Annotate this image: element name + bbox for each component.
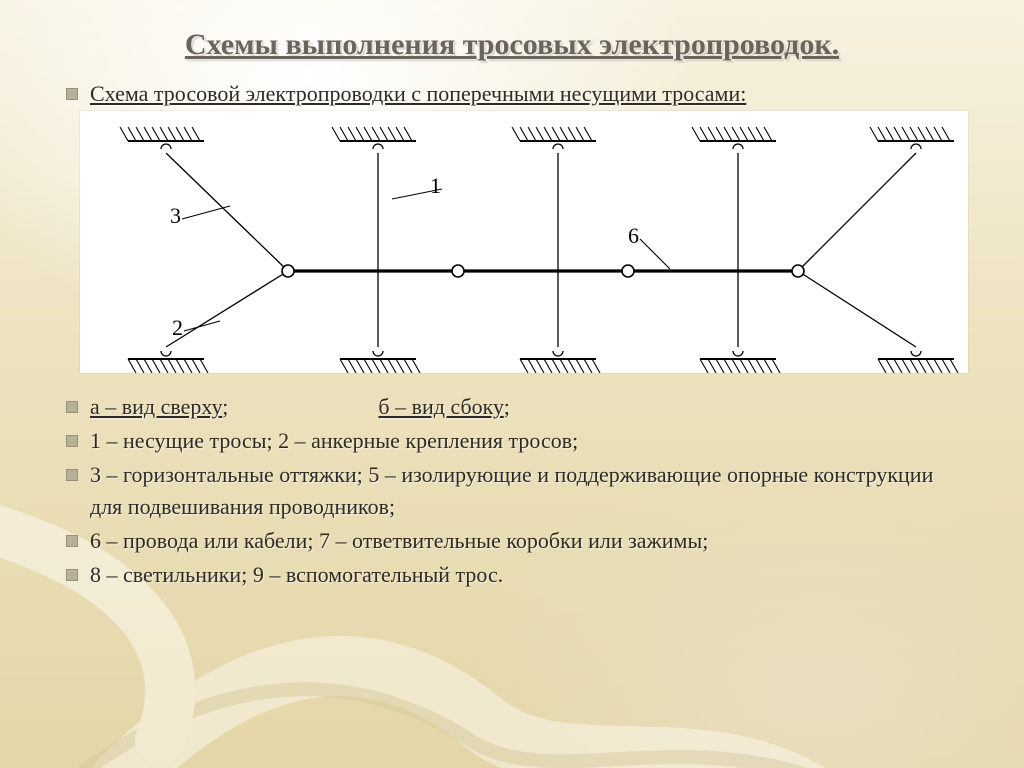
leg-1: 1 – несущие тросы; — [90, 428, 278, 453]
svg-text:2: 2 — [172, 315, 183, 340]
leg-2: 2 – анкерные крепления тросов; — [278, 428, 578, 453]
list-item-6-7: 6 – провода или кабели; 7 – ответвительн… — [66, 525, 970, 557]
bullet-list: Схема тросовой электропроводки с попереч… — [54, 78, 970, 110]
svg-text:1: 1 — [430, 173, 441, 198]
leg-6: 6 – провода или кабели; — [90, 528, 319, 553]
leg-8: 8 – светильники; — [90, 562, 253, 587]
leg-7: 7 – ответвительные коробки или зажимы; — [319, 528, 708, 553]
legend-list: а – вид сверху;б – вид сбоку; 1 – несущи… — [54, 391, 970, 590]
list-item-1-2: 1 – несущие тросы; 2 – анкерные креплени… — [66, 425, 970, 457]
list-item-views: а – вид сверху;б – вид сбоку; — [66, 391, 970, 423]
list-item-8-9: 8 – светильники; 9 – вспомогательный тро… — [66, 559, 970, 591]
list-item-intro: Схема тросовой электропроводки с попереч… — [66, 78, 970, 110]
leg-3: 3 – горизонтальные оттяжки; — [90, 462, 368, 487]
view-b: б – вид сбоку — [378, 394, 503, 419]
sep: ; — [222, 394, 228, 419]
cable-scheme-diagram: 3 1 6 2 — [80, 111, 968, 373]
sep2: ; — [504, 394, 510, 419]
svg-text:3: 3 — [170, 203, 181, 228]
view-a: а – вид сверху — [90, 394, 222, 419]
leg-9: 9 – вспомогательный трос. — [253, 562, 503, 587]
slide-content: Схемы выполнения тросовых электропроводо… — [0, 0, 1024, 768]
slide-title: Схемы выполнения тросовых электропроводо… — [54, 26, 970, 64]
diagram-container: 3 1 6 2 — [80, 111, 968, 373]
svg-text:6: 6 — [628, 223, 639, 248]
list-item-3-5: 3 – горизонтальные оттяжки; 5 – изолирую… — [66, 459, 970, 523]
intro-text: Схема тросовой электропроводки с попереч… — [90, 81, 746, 106]
